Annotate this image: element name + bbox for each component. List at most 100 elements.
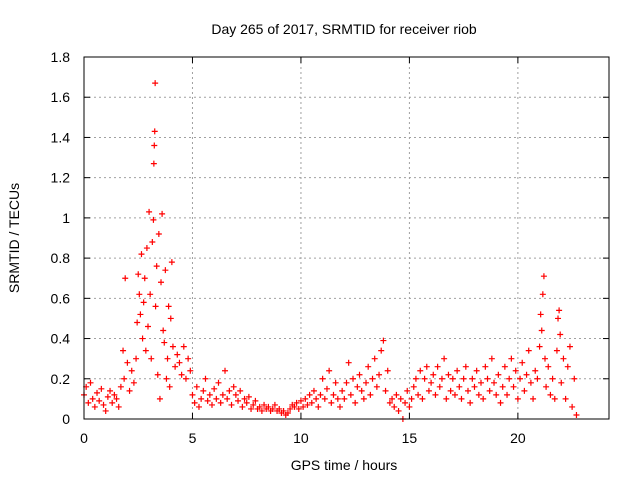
data-point-marker	[165, 303, 172, 310]
data-point-marker	[451, 391, 458, 398]
data-point-marker	[345, 359, 352, 366]
data-point-marker	[417, 367, 424, 374]
data-point-marker	[152, 80, 159, 87]
y-tick-label: 1.8	[51, 49, 71, 65]
y-tick-label: 1.4	[51, 129, 71, 145]
data-point-marker	[206, 391, 213, 398]
data-point-marker	[302, 395, 309, 402]
data-point-marker	[380, 337, 387, 344]
data-point-marker	[111, 391, 118, 398]
data-point-marker	[573, 411, 580, 418]
data-point-marker	[293, 399, 300, 406]
data-point-marker	[495, 371, 502, 378]
data-point-marker	[104, 393, 111, 400]
data-point-marker	[182, 375, 189, 382]
data-point-marker	[158, 279, 165, 286]
data-point-marker	[144, 323, 151, 330]
data-point-marker	[187, 367, 194, 374]
data-point-marker	[510, 383, 517, 390]
data-point-marker	[208, 401, 215, 408]
data-point-marker	[484, 375, 491, 382]
data-point-marker	[138, 251, 145, 258]
y-tick-label: 0	[62, 411, 70, 427]
data-point-marker	[252, 397, 259, 404]
data-point-marker	[256, 403, 263, 410]
data-point-marker	[250, 401, 257, 408]
data-point-marker	[408, 395, 415, 402]
data-point-marker	[558, 379, 565, 386]
data-point-marker	[120, 347, 127, 354]
data-point-marker	[124, 359, 131, 366]
data-point-marker	[341, 395, 348, 402]
data-point-marker	[378, 347, 385, 354]
data-point-marker	[121, 375, 128, 382]
data-point-marker	[499, 383, 506, 390]
data-point-marker	[191, 399, 198, 406]
data-point-marker	[89, 395, 96, 402]
data-point-marker	[343, 379, 350, 386]
data-point-marker	[415, 391, 422, 398]
data-point-marker	[153, 263, 160, 270]
data-point-marker	[514, 395, 521, 402]
data-point-marker	[332, 379, 339, 386]
data-point-marker	[462, 363, 469, 370]
data-point-marker	[172, 363, 179, 370]
data-point-marker	[393, 391, 400, 398]
data-point-marker	[402, 399, 409, 406]
data-point-marker	[373, 383, 380, 390]
data-point-marker	[540, 273, 547, 280]
data-point-marker	[382, 387, 389, 394]
data-point-marker	[85, 399, 92, 406]
data-point-marker	[91, 403, 98, 410]
data-point-marker	[527, 379, 534, 386]
data-point-marker	[430, 371, 437, 378]
data-point-marker	[469, 375, 476, 382]
data-point-marker	[276, 405, 283, 412]
x-tick-label: 15	[402, 430, 418, 446]
tick-labels: 0 0.2 0.4 0.6 0.8 1 1.2 1.4 1.6 1.8 0 5 10 15 20	[51, 49, 526, 446]
data-point-marker	[300, 403, 307, 410]
data-point-marker	[241, 395, 248, 402]
data-point-marker	[521, 387, 528, 394]
data-point-marker	[404, 387, 411, 394]
data-point-marker	[306, 391, 313, 398]
data-point-marker	[395, 407, 402, 414]
data-point-marker	[464, 387, 471, 394]
data-point-marker	[386, 399, 393, 406]
data-point-marker	[412, 375, 419, 382]
data-point-marker	[339, 387, 346, 394]
data-point-marker	[232, 391, 239, 398]
data-point-marker	[471, 383, 478, 390]
data-point-marker	[432, 391, 439, 398]
data-point-marker	[291, 403, 298, 410]
data-point-marker	[519, 359, 526, 366]
data-point-marker	[151, 128, 158, 135]
data-point-marker	[148, 355, 155, 362]
data-point-marker	[369, 375, 376, 382]
data-point-marker	[160, 327, 167, 334]
data-point-marker	[136, 291, 143, 298]
data-point-marker	[243, 399, 250, 406]
data-point-marker	[96, 397, 103, 404]
data-point-marker	[512, 367, 519, 374]
data-point-marker	[460, 375, 467, 382]
data-point-marker	[454, 367, 461, 374]
data-point-marker	[564, 363, 571, 370]
data-point-marker	[180, 343, 187, 350]
y-tick-label: 0.6	[51, 290, 71, 306]
data-point-marker	[458, 395, 465, 402]
y-tick-label: 1.2	[51, 170, 71, 186]
data-point-marker	[549, 375, 556, 382]
y-tick-label: 0.4	[51, 331, 71, 347]
data-point-marker	[248, 405, 255, 412]
data-point-marker	[467, 399, 474, 406]
data-point-marker	[87, 379, 94, 386]
data-point-marker	[367, 391, 374, 398]
data-point-marker	[100, 401, 107, 408]
data-point-marker	[115, 403, 122, 410]
data-point-marker	[534, 375, 541, 382]
data-point-marker	[189, 391, 196, 398]
data-point-marker	[154, 371, 161, 378]
data-point-marker	[530, 395, 537, 402]
